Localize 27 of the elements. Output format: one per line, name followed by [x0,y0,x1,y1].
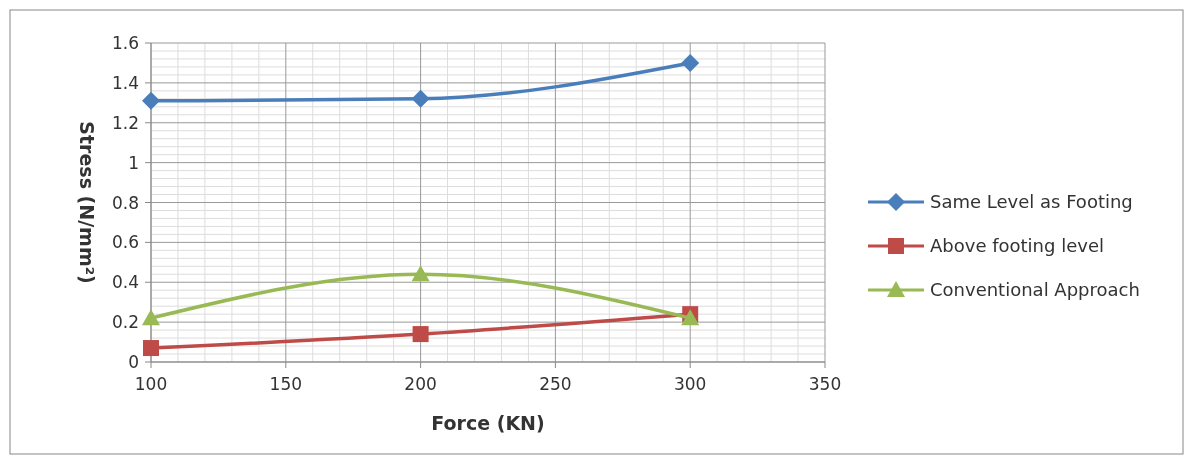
x-tick-label: 100 [134,374,168,394]
y-tick-label: 1.2 [111,112,139,133]
x-tick-label: 300 [673,374,707,394]
point [142,309,160,326]
x-axis-title: Force (KN) [431,412,545,434]
y-tick-label: 0.4 [111,272,139,293]
y-tick-label: 0.8 [111,192,139,213]
y-tick-label: 1 [128,152,139,173]
x-tick-label: 150 [269,374,303,394]
x-tick-label: 250 [539,374,572,394]
point [412,326,429,343]
y-tick-label: 0.2 [111,312,139,333]
point [142,91,160,110]
y-tick-label: 1.6 [111,33,139,53]
y-axis-title: Stress (N/mm²) [76,121,98,284]
legend-label: Above footing level [930,235,1104,256]
point [143,340,159,357]
legend-label: Same Level as Footing [930,191,1133,212]
y-tick-label: 1.4 [111,72,139,93]
y-tick-label: 0 [128,352,139,372]
x-tick-label: 350 [808,374,842,394]
x-tick-label: 200 [404,374,437,394]
point [411,265,430,282]
legend-label: Conventional Approach [930,279,1140,300]
y-tick-label: 0.6 [111,232,139,253]
point [411,89,430,108]
point [681,53,700,72]
